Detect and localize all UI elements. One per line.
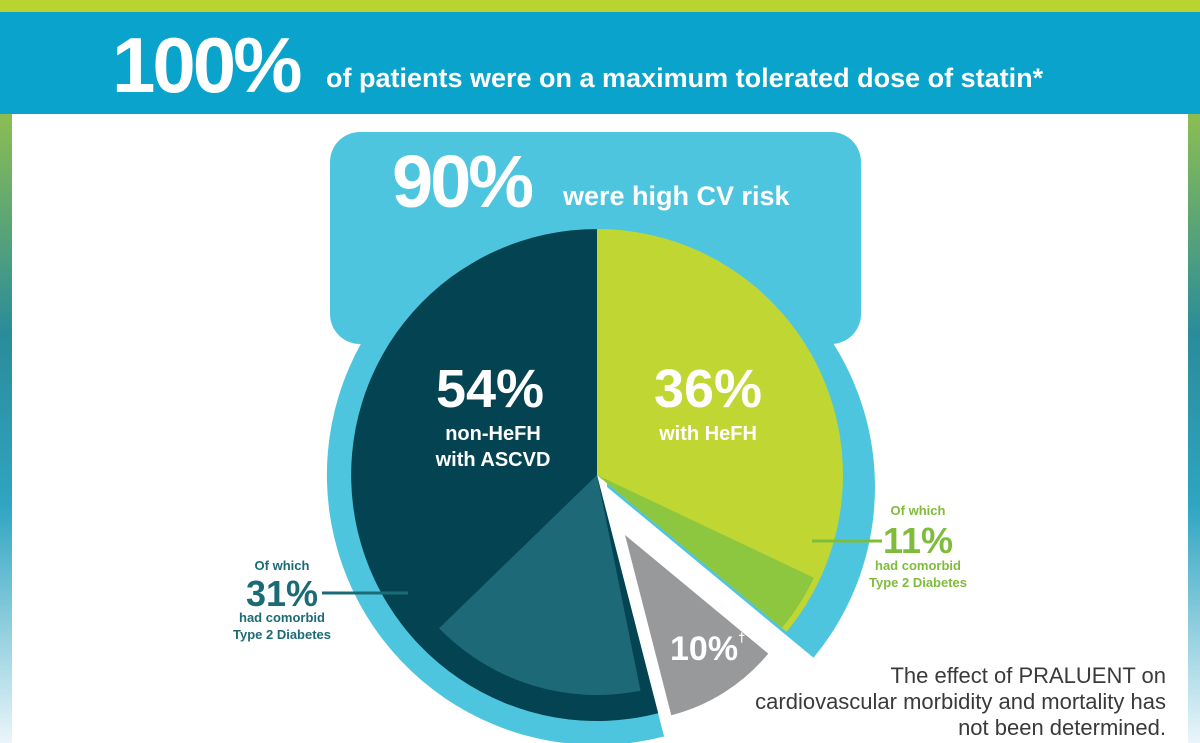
slice-non-hefh-diabetes — [439, 475, 641, 696]
subheader-percentage: 90% — [392, 140, 532, 223]
footnote-text: The effect of PRALUENT on cardiovascular… — [755, 663, 1166, 740]
subheader-caption: were high CV risk — [562, 181, 791, 211]
callout-left-line2: Type 2 Diabetes — [233, 627, 331, 642]
label-other-value: 10%† — [670, 630, 745, 668]
slice-other — [625, 535, 769, 716]
callout-left-line1: had comorbid — [239, 610, 325, 625]
label-non-hefh-line2: with ASCVD — [435, 449, 551, 471]
label-non-hefh-line1: non-HeFH — [445, 423, 541, 445]
slice-hefh — [597, 229, 843, 632]
header-banner — [0, 12, 1200, 114]
callout-right-prefix: Of which — [891, 503, 946, 518]
callout-right-value: 11% — [883, 520, 953, 561]
label-hefh-line1: with HeFH — [658, 423, 757, 445]
callout-right-line2: Type 2 Diabetes — [869, 575, 967, 590]
header-percentage: 100% — [112, 21, 302, 109]
callout-right-line1: had comorbid — [875, 558, 961, 573]
label-non-hefh-value: 54% — [436, 359, 544, 419]
label-other-dagger: † — [738, 630, 745, 645]
callout-left-prefix: Of which — [255, 558, 310, 573]
label-hefh-value: 36% — [654, 359, 762, 419]
header-caption: of patients were on a maximum tolerated … — [326, 63, 1044, 93]
slice-hefh-diabetes — [597, 475, 814, 628]
callout-left-value: 31% — [246, 573, 318, 614]
